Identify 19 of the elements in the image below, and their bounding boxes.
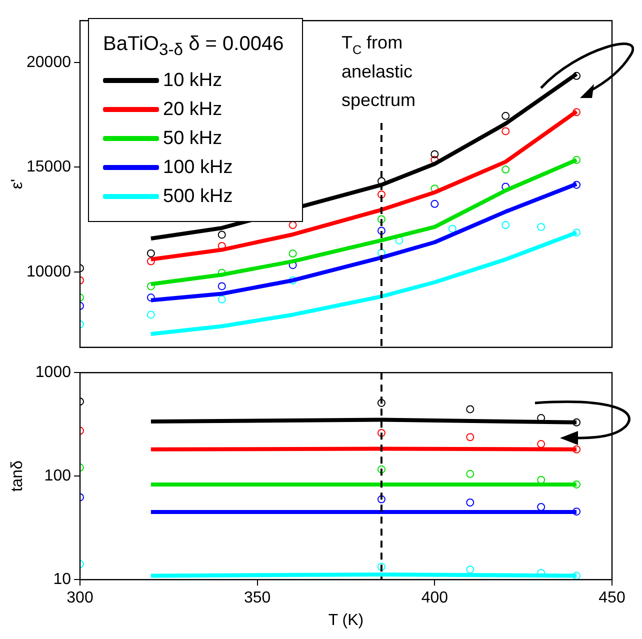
x-tick-label: 400: [421, 590, 448, 607]
legend-label: 10 kHz: [163, 70, 222, 92]
y-tick-label: 20000: [26, 54, 72, 71]
x-tick-label: 350: [244, 590, 271, 607]
y-tick-label: 10000: [26, 263, 72, 280]
y-tick-label: 100: [44, 468, 72, 485]
y-tick-label: 1000: [35, 364, 72, 382]
y-tick-label: 15000: [26, 158, 72, 176]
x-axis-title: T (K): [328, 612, 364, 629]
legend-label: 50 kHz: [163, 128, 222, 150]
legend-label: 20 kHz: [163, 98, 222, 120]
legend-label: 100 kHz: [163, 156, 233, 178]
y-axis-title: ε': [9, 178, 26, 190]
legend-title: BaTiO$_{3-δ}$ δ = 0.0046: [103, 33, 284, 60]
x-tick-label: 450: [598, 590, 626, 607]
y-tick-label: 10: [53, 571, 72, 588]
legend-label: 500 kHz: [163, 186, 233, 208]
y-axis-title: tanδ: [9, 460, 26, 492]
x-tick-label: 300: [66, 590, 94, 607]
